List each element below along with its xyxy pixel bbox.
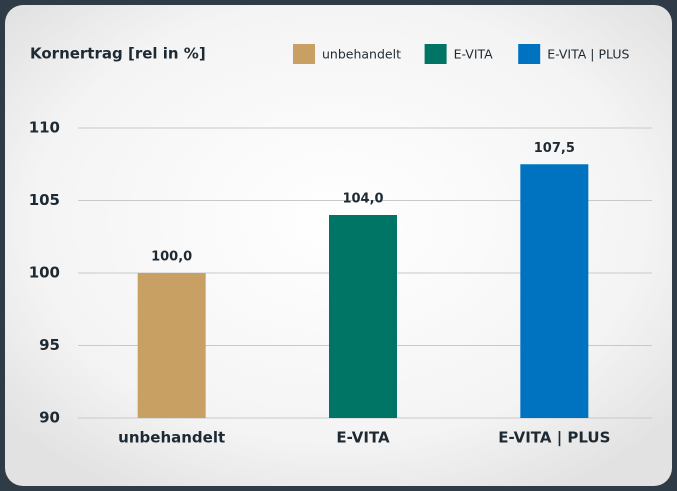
legend-label: E-VITA | PLUS <box>547 47 629 62</box>
y-tick-label: 105 <box>29 191 60 209</box>
bar <box>520 164 589 418</box>
y-tick-label: 110 <box>29 119 60 137</box>
legend-label: E-VITA <box>454 47 494 62</box>
value-label: 100,0 <box>151 250 192 265</box>
x-tick-label: unbehandelt <box>118 429 225 447</box>
y-tick-label: 100 <box>29 264 60 282</box>
legend-swatch <box>518 44 541 64</box>
y-tick-label: 90 <box>39 409 60 427</box>
value-label: 107,5 <box>534 141 575 156</box>
bar <box>137 273 206 418</box>
x-tick-label: E-VITA | PLUS <box>498 429 610 448</box>
bar <box>329 215 397 418</box>
legend-swatch <box>293 44 315 64</box>
x-tick-label: E-VITA <box>336 429 390 447</box>
value-label: 104,0 <box>342 192 383 207</box>
y-tick-label: 95 <box>39 336 60 354</box>
chart-title: Kornertrag [rel in %] <box>30 45 206 63</box>
legend-swatch <box>424 44 447 64</box>
legend-label: unbehandelt <box>322 47 401 62</box>
